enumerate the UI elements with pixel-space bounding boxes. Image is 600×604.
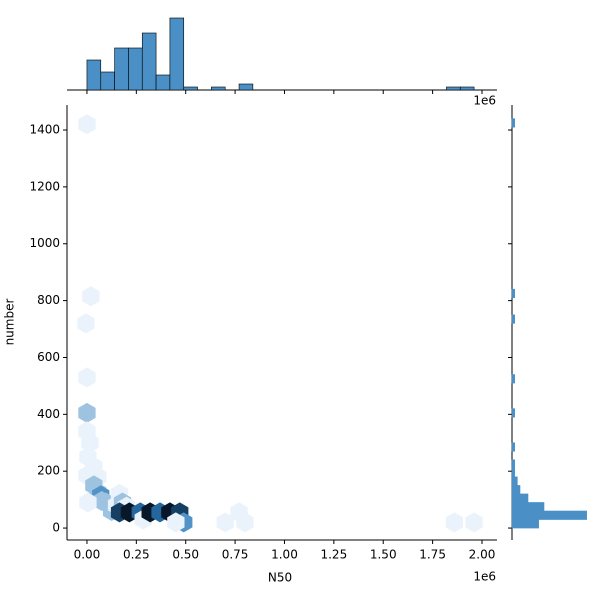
offset-text: 1e6 [473, 570, 496, 584]
hist-bar [511, 476, 518, 486]
hist-bar [511, 468, 515, 478]
hist-bar [511, 314, 515, 324]
hexbin-cell [445, 512, 463, 533]
hexbin-cell [236, 512, 254, 533]
y-tick-label: 1400 [29, 123, 60, 137]
x-tick-label: 1.50 [370, 548, 397, 562]
hist-bar [511, 519, 539, 529]
x-tick-label: 1.25 [320, 548, 347, 562]
hexbin-cell [78, 402, 96, 423]
x-tick-label: 0.25 [123, 548, 150, 562]
y-tick-label: 1000 [29, 236, 60, 250]
hist-bar [128, 47, 143, 91]
hist-bar [86, 59, 102, 91]
hexbin-cell [77, 313, 95, 334]
hexbin-cell [78, 367, 96, 388]
hist-bar [511, 485, 521, 495]
hist-bar [511, 408, 515, 418]
hist-bar [155, 74, 171, 91]
x-tick-label: 0.75 [222, 548, 249, 562]
hexbin-cell [216, 512, 234, 533]
hist-bar [114, 47, 129, 91]
y-tick-label: 600 [37, 350, 60, 364]
hexbin-cell [167, 512, 185, 533]
hist-bar [238, 83, 254, 91]
hist-bar [511, 288, 515, 299]
y-tick-label: 0 [52, 521, 60, 535]
y-axis-label: number [3, 299, 17, 346]
x-tick-label: 1.00 [271, 548, 298, 562]
hist-bar [511, 510, 587, 520]
hexbin-cell [81, 432, 99, 453]
hexbin-cell [78, 114, 96, 135]
hist-bar [511, 118, 515, 128]
y-tick-label: 200 [37, 464, 60, 478]
hexbin-cell [465, 512, 483, 533]
hist-bar [511, 459, 515, 469]
hist-bar [459, 86, 475, 91]
y-tick-label: 800 [37, 293, 60, 307]
hist-bar [511, 374, 515, 384]
x-tick-label: 2.00 [469, 548, 496, 562]
hist-bar [511, 442, 515, 452]
hist-bar [511, 502, 545, 512]
hexbin-cell [79, 492, 97, 513]
x-tick-label: 0.50 [172, 548, 199, 562]
hexbin-cell [82, 286, 100, 307]
x-tick-label: 0.00 [74, 548, 101, 562]
hist-bar [211, 86, 226, 91]
hist-bar [446, 86, 461, 91]
offset-text: 1e6 [473, 94, 496, 108]
x-axis-label: N50 [268, 571, 292, 585]
hist-bar [511, 493, 529, 503]
hist-bar [183, 86, 198, 91]
x-tick-label: 1.75 [419, 548, 446, 562]
hist-bar [169, 17, 185, 91]
hist-bar [100, 71, 115, 91]
hist-bar [141, 32, 157, 91]
y-tick-label: 400 [37, 407, 60, 421]
y-tick-label: 1200 [29, 179, 60, 193]
